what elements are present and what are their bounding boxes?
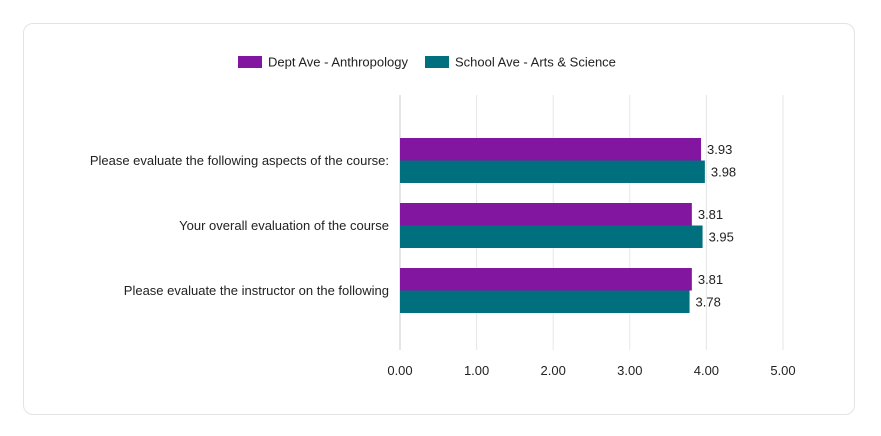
legend: Dept Ave - Anthropology School Ave - Art… bbox=[238, 55, 616, 70]
bars bbox=[400, 138, 705, 313]
bar bbox=[400, 203, 692, 226]
bar bbox=[400, 268, 692, 291]
x-tick-label: 2.00 bbox=[541, 363, 566, 378]
bar bbox=[400, 290, 690, 313]
x-tick-label: 0.00 bbox=[387, 363, 412, 378]
category-labels: Please evaluate the following aspects of… bbox=[90, 153, 389, 298]
data-labels: 3.93 3.98 3.81 3.95 3.81 3.78 bbox=[696, 142, 737, 310]
bar-value-label: 3.78 bbox=[696, 294, 721, 309]
legend-label-dept: Dept Ave - Anthropology bbox=[268, 55, 408, 70]
bar-value-label: 3.81 bbox=[698, 272, 723, 287]
category-label: Please evaluate the following aspects of… bbox=[90, 153, 389, 168]
x-tick-label: 4.00 bbox=[694, 363, 719, 378]
legend-swatch-school bbox=[425, 56, 449, 68]
bar bbox=[400, 160, 705, 183]
bar-value-label: 3.98 bbox=[711, 164, 736, 179]
bar bbox=[400, 138, 702, 161]
bar-value-label: 3.95 bbox=[709, 229, 734, 244]
x-tick-label: 3.00 bbox=[617, 363, 642, 378]
category-label: Your overall evaluation of the course bbox=[179, 218, 389, 233]
legend-label-school: School Ave - Arts & Science bbox=[455, 55, 616, 70]
x-axis-ticks: 0.00 1.00 2.00 3.00 4.00 5.00 bbox=[387, 363, 795, 378]
x-tick-label: 5.00 bbox=[770, 363, 795, 378]
bar-value-label: 3.93 bbox=[707, 142, 732, 157]
category-label: Please evaluate the instructor on the fo… bbox=[124, 283, 389, 298]
x-tick-label: 1.00 bbox=[464, 363, 489, 378]
bar-value-label: 3.81 bbox=[698, 207, 723, 222]
bar bbox=[400, 225, 703, 248]
legend-swatch-dept bbox=[238, 56, 262, 68]
